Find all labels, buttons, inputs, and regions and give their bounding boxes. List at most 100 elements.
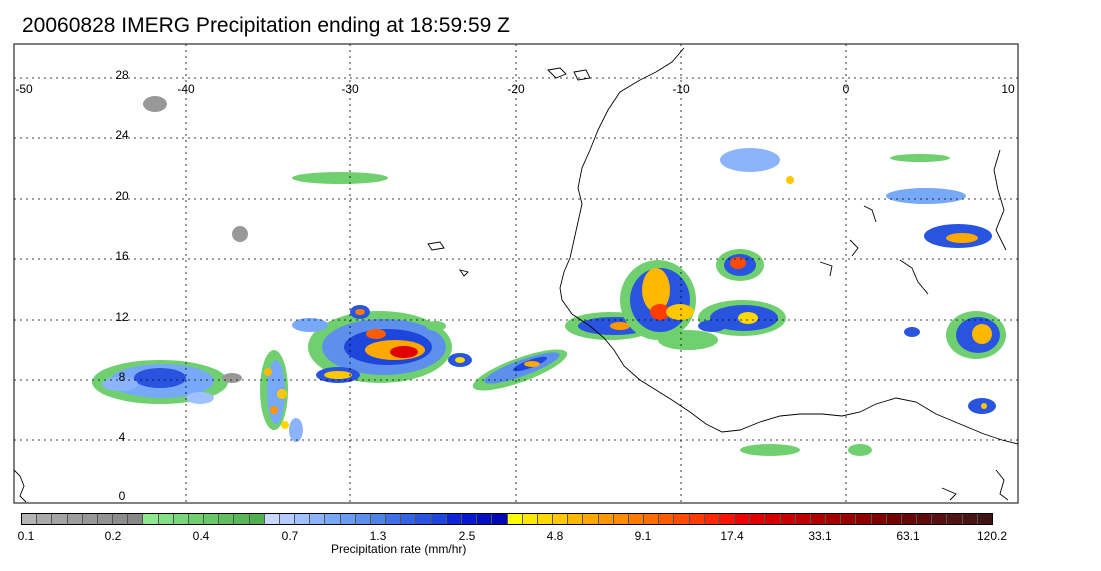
colorbar-swatch <box>719 514 736 524</box>
colorbar-swatch <box>249 514 265 524</box>
colorbar-swatch <box>67 514 83 524</box>
colorbar-swatch <box>279 514 296 524</box>
colorbar-tick-label: 63.1 <box>896 529 920 543</box>
colorbar-swatch <box>386 514 402 524</box>
colorbar-swatch <box>188 514 205 524</box>
colorbar-swatch <box>598 514 614 524</box>
colorbar-swatch <box>917 514 933 524</box>
colorbar-swatch <box>128 514 144 524</box>
coastlines <box>14 47 1018 503</box>
colorbar-swatch <box>264 514 280 524</box>
colorbar-swatch <box>52 514 68 524</box>
lat-label: 20 <box>115 189 129 203</box>
colorbar-swatch <box>143 514 159 524</box>
colorbar-tick-label: 0.1 <box>17 529 35 543</box>
lon-label: 10 <box>1001 82 1015 96</box>
colorbar-tick-label: 120.2 <box>976 529 1008 543</box>
colorbar-swatch <box>583 514 599 524</box>
colorbar-swatch <box>22 514 38 524</box>
colorbar-swatch <box>947 514 963 524</box>
colorbar-tick-label: 33.1 <box>808 529 832 543</box>
colorbar-swatch <box>841 514 857 524</box>
colorbar-swatch <box>173 514 189 524</box>
colorbar-swatch <box>158 514 174 524</box>
colorbar-tick-label: 0.2 <box>104 529 122 543</box>
colorbar-swatch <box>856 514 872 524</box>
colorbar-swatch <box>97 514 114 524</box>
colorbar-swatch <box>113 514 129 524</box>
colorbar-swatch <box>553 514 569 524</box>
lat-label: 4 <box>119 430 126 444</box>
colorbar-tick-label: 9.1 <box>634 529 652 543</box>
colorbar <box>21 513 993 525</box>
colorbar-swatch <box>810 514 827 524</box>
lon-label: -20 <box>507 82 525 96</box>
colorbar-swatch <box>977 514 992 524</box>
colorbar-swatch <box>962 514 978 524</box>
lat-label: 8 <box>119 370 126 384</box>
colorbar-tick-label: 0.4 <box>192 529 210 543</box>
lat-label: 12 <box>115 310 129 324</box>
lat-label: 0 <box>119 489 126 503</box>
colorbar-swatch <box>689 514 705 524</box>
colorbar-swatch <box>704 514 720 524</box>
colorbar-title: Precipitation rate (mm/hr) <box>331 542 467 556</box>
colorbar-swatch <box>401 514 417 524</box>
colorbar-swatch <box>355 514 371 524</box>
precipitation-cells <box>92 96 1006 456</box>
colorbar-swatch <box>82 514 98 524</box>
colorbar-swatch <box>871 514 887 524</box>
colorbar-swatch <box>750 514 766 524</box>
map-title: 20060828 IMERG Precipitation ending at 1… <box>22 14 510 37</box>
colorbar-swatch <box>477 514 493 524</box>
colorbar-swatch <box>37 514 53 524</box>
lon-label: 0 <box>843 82 850 96</box>
map-graticule <box>14 44 1018 503</box>
colorbar-swatch <box>234 514 250 524</box>
colorbar-swatch <box>795 514 811 524</box>
colorbar-swatch <box>492 514 508 524</box>
colorbar-swatch <box>431 514 447 524</box>
lon-label: -10 <box>672 82 690 96</box>
colorbar-swatch <box>325 514 341 524</box>
colorbar-swatch <box>826 514 842 524</box>
colorbar-swatch <box>613 514 629 524</box>
latitude-labels: 28 24 20 16 12 8 4 0 <box>115 68 129 503</box>
colorbar-swatch <box>901 514 918 524</box>
colorbar-swatch <box>446 514 462 524</box>
colorbar-swatch <box>735 514 751 524</box>
colorbar-swatch <box>780 514 796 524</box>
colorbar-tick-label: 0.7 <box>281 529 299 543</box>
lon-label: -30 <box>341 82 359 96</box>
colorbar-swatch <box>932 514 948 524</box>
lon-label: -50 <box>15 82 33 96</box>
colorbar-tick-label: 17.4 <box>720 529 744 543</box>
lat-label: 16 <box>115 249 129 263</box>
colorbar-swatch <box>310 514 326 524</box>
colorbar-swatch <box>659 514 675 524</box>
lat-label: 28 <box>115 68 129 82</box>
lon-label: -40 <box>177 82 195 96</box>
colorbar-swatch <box>219 514 235 524</box>
colorbar-swatch <box>295 514 311 524</box>
colorbar-swatch <box>340 514 356 524</box>
colorbar-swatch <box>568 514 584 524</box>
colorbar-tick-label: 4.8 <box>546 529 564 543</box>
colorbar-swatch <box>416 514 432 524</box>
colorbar-swatch <box>674 514 690 524</box>
colorbar-swatch <box>507 514 523 524</box>
colorbar-tick-label: 1.3 <box>369 529 387 543</box>
colorbar-swatch <box>886 514 902 524</box>
colorbar-swatch <box>522 514 538 524</box>
colorbar-swatch <box>461 514 478 524</box>
colorbar-swatch <box>628 514 645 524</box>
map-frame <box>13 43 1019 504</box>
lat-label: 24 <box>115 128 129 142</box>
colorbar-swatch <box>204 514 220 524</box>
colorbar-tick-label: 2.5 <box>458 529 476 543</box>
longitude-labels: -50 -40 -30 -20 -10 0 10 <box>15 82 1015 96</box>
colorbar-swatch <box>370 514 387 524</box>
colorbar-swatch <box>537 514 554 524</box>
colorbar-swatch <box>644 514 660 524</box>
